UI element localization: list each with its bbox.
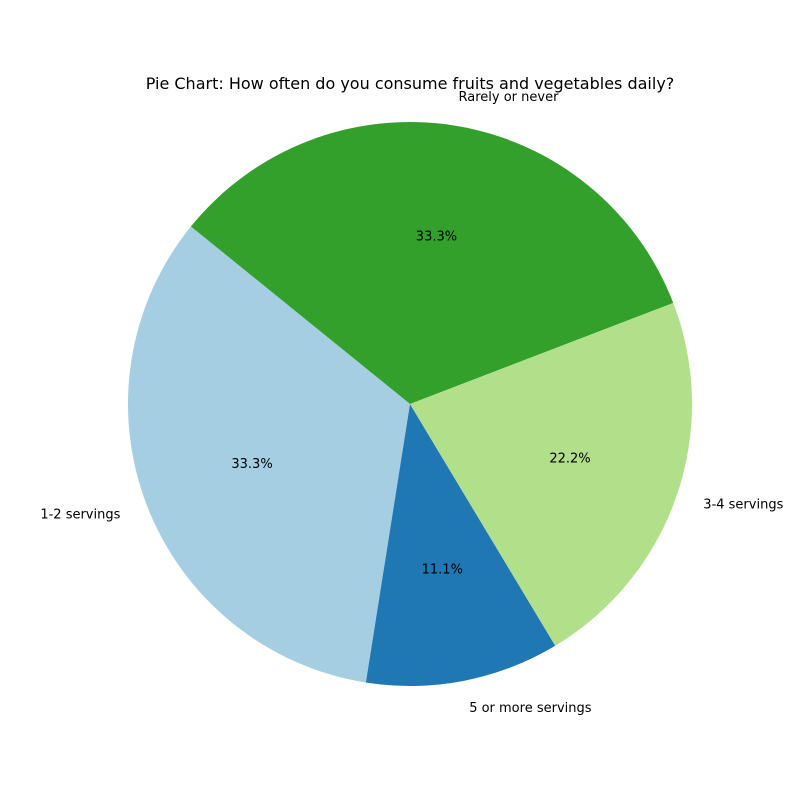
pie-percent-labels: 33.3% 33.3% 11.1% 22.2% (231, 229, 590, 577)
slice-percent-1-2-servings: 33.3% (231, 457, 272, 472)
pie-slice-3-4-servings (410, 302, 692, 646)
slice-label-3-4-servings: 3-4 servings (703, 497, 783, 512)
pie-slice-1-2-servings (127, 226, 410, 683)
pie-slices (127, 122, 692, 686)
chart-title: Pie Chart: How often do you consume frui… (146, 74, 675, 93)
slice-percent-5-or-more-servings: 11.1% (422, 563, 463, 578)
slice-label-1-2-servings: 1-2 servings (40, 508, 120, 523)
slice-label-rarely-or-never: Rarely or never (459, 90, 560, 105)
slice-percent-3-4-servings: 22.2% (549, 452, 590, 467)
slice-percent-rarely-or-never: 33.3% (416, 229, 457, 244)
pie-slice-rarely-or-never (190, 122, 674, 405)
slice-label-5-or-more-servings: 5 or more servings (469, 701, 592, 716)
pie-labels: Rarely or never 1-2 servings 5 or more ser… (40, 90, 783, 716)
pie-slice-5-or-more-servings (365, 404, 556, 686)
